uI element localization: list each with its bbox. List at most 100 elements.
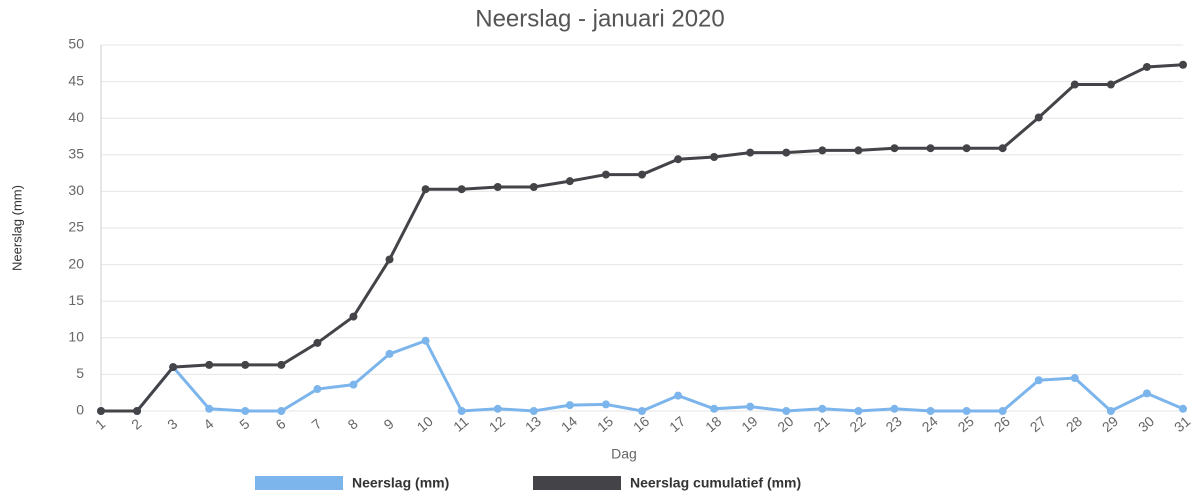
y-tick-label: 25	[68, 219, 84, 235]
data-point	[818, 146, 827, 155]
data-point	[1070, 374, 1079, 383]
data-point	[710, 404, 719, 413]
data-point	[205, 360, 214, 369]
data-point	[529, 407, 538, 415]
data-point	[385, 349, 394, 358]
data-point	[565, 177, 574, 186]
x-tick-label: 26	[991, 413, 1013, 435]
x-tick-label: 21	[810, 413, 832, 435]
data-point	[601, 400, 610, 409]
data-point	[962, 144, 971, 153]
data-point	[998, 407, 1007, 415]
y-tick-label: 10	[68, 329, 84, 345]
data-point	[710, 152, 719, 161]
legend-swatch[interactable]	[255, 476, 343, 490]
x-tick-label: 2	[128, 415, 144, 432]
data-point	[746, 402, 755, 411]
data-point	[133, 407, 142, 415]
x-tick-label: 29	[1099, 413, 1121, 435]
x-tick-label: 10	[414, 413, 436, 435]
x-tick-label: 22	[846, 413, 868, 435]
data-point	[385, 255, 394, 264]
data-point	[890, 404, 899, 413]
data-point	[241, 407, 250, 415]
legend-swatch[interactable]	[533, 476, 621, 490]
x-tick-label: 8	[345, 415, 361, 432]
data-point	[818, 404, 827, 413]
x-tick-label: 3	[164, 415, 180, 432]
data-point	[854, 407, 863, 415]
data-point	[1142, 62, 1151, 71]
y-tick-label: 40	[68, 109, 84, 125]
x-tick-label: 25	[955, 413, 977, 435]
data-point	[1106, 80, 1115, 89]
data-point	[638, 407, 646, 415]
y-tick-label: 35	[68, 146, 84, 162]
x-tick-label: 16	[630, 413, 652, 435]
x-tick-label: 5	[236, 415, 252, 432]
data-point	[493, 404, 502, 413]
data-point	[746, 148, 755, 157]
data-point	[1179, 404, 1187, 413]
x-tick-label: 31	[1171, 413, 1193, 435]
data-point	[1070, 80, 1079, 89]
x-tick-label: 9	[381, 415, 397, 432]
data-point	[313, 338, 322, 347]
data-point	[674, 155, 683, 164]
x-tick-label: 13	[522, 413, 544, 435]
y-tick-label: 30	[68, 182, 84, 198]
data-point	[457, 185, 466, 194]
x-tick-label: 7	[308, 415, 324, 432]
data-point	[277, 407, 286, 415]
x-tick-label: 11	[450, 413, 472, 435]
data-point	[169, 363, 178, 372]
data-point	[1034, 113, 1043, 122]
data-point	[565, 401, 574, 410]
x-tick-label: 28	[1063, 413, 1085, 435]
data-point	[1179, 60, 1187, 69]
x-tick-label: 1	[92, 415, 108, 432]
x-tick-label: 24	[919, 413, 941, 435]
x-tick-label: 14	[558, 413, 580, 435]
data-point	[457, 407, 466, 415]
data-point	[962, 407, 971, 415]
chart-title: Neerslag - januari 2020	[475, 5, 724, 32]
x-tick-label: 30	[1135, 413, 1157, 435]
data-point	[782, 148, 791, 157]
y-tick-label: 45	[68, 72, 84, 88]
data-point	[97, 407, 105, 415]
x-tick-label: 15	[594, 413, 616, 435]
x-tick-label: 18	[702, 413, 724, 435]
data-point	[421, 336, 430, 345]
data-point	[1034, 376, 1043, 385]
y-axis-label: Neerslag (mm)	[9, 185, 24, 271]
data-point	[674, 391, 683, 400]
y-tick-label: 15	[68, 292, 84, 308]
y-tick-label: 50	[68, 36, 84, 52]
x-tick-label: 4	[200, 415, 216, 432]
data-point	[241, 360, 250, 369]
data-point	[890, 144, 899, 153]
x-tick-label: 17	[666, 413, 688, 435]
legend-label[interactable]: Neerslag (mm)	[352, 475, 449, 491]
x-tick-label: 12	[486, 413, 508, 435]
series-line	[101, 63, 1184, 413]
x-axis-label: Dag	[611, 446, 637, 462]
data-point	[205, 404, 214, 413]
data-point	[349, 380, 358, 389]
x-tick-label: 6	[272, 415, 288, 432]
data-point	[926, 144, 935, 153]
data-point	[313, 385, 322, 394]
data-point	[1142, 389, 1151, 398]
data-point	[493, 183, 502, 192]
x-tick-label: 20	[774, 413, 796, 435]
x-tick-label: 27	[1027, 413, 1049, 435]
data-point	[421, 185, 430, 194]
data-point	[998, 144, 1007, 153]
data-point	[638, 170, 646, 179]
legend-label[interactable]: Neerslag cumulatief (mm)	[630, 475, 801, 491]
y-tick-label: 0	[76, 402, 84, 418]
data-point	[601, 170, 610, 179]
x-tick-label: 23	[883, 413, 905, 435]
